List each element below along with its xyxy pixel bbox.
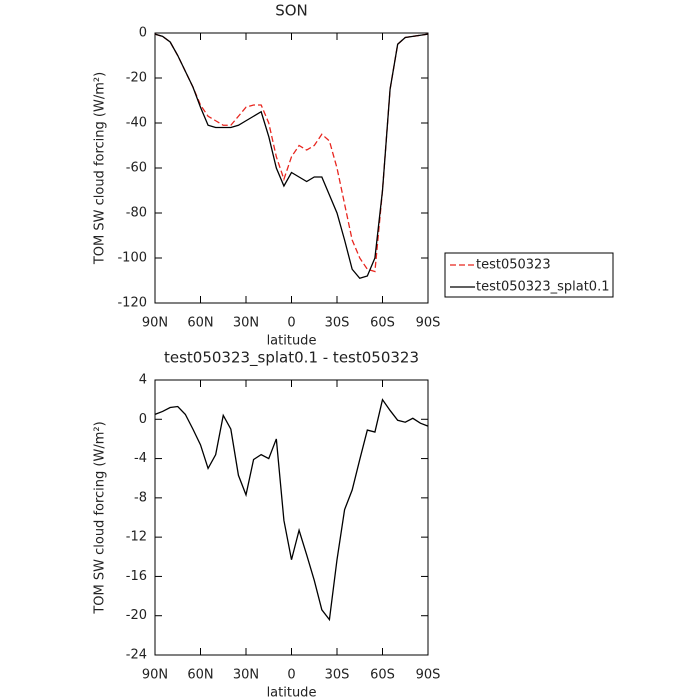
legend-label: test050323_splat0.1 — [476, 280, 609, 295]
x-axis-label: latitude — [267, 686, 317, 700]
data-line — [154, 398, 429, 622]
x-tick-label: 90S — [416, 668, 441, 683]
x-tick-label: 60N — [187, 316, 213, 331]
x-tick-label: 0 — [287, 316, 295, 331]
y-tick-label: -16 — [126, 569, 147, 584]
y-tick-label: -20 — [126, 71, 147, 86]
x-tick-label: 30S — [325, 668, 350, 683]
y-tick-label: -4 — [134, 451, 147, 466]
x-tick-label: 90N — [142, 316, 168, 331]
y-tick-label: 0 — [139, 412, 147, 427]
y-tick-label: -20 — [126, 608, 147, 623]
y-tick-label: -40 — [126, 116, 147, 131]
chart-title: SON — [275, 2, 308, 20]
y-axis-label: TOM SW cloud forcing (W/m²) — [93, 421, 108, 614]
y-tick-label: -24 — [126, 648, 147, 663]
y-tick-label: -8 — [134, 490, 147, 505]
y-tick-label: 0 — [139, 26, 147, 41]
y-tick-label: -120 — [117, 296, 147, 311]
y-tick-label: -100 — [117, 251, 147, 266]
x-tick-label: 60S — [370, 668, 395, 683]
legend-label: test050323 — [476, 258, 551, 273]
x-tick-label: 90N — [142, 668, 168, 683]
y-tick-label: -60 — [126, 161, 147, 176]
x-tick-label: 60S — [370, 316, 395, 331]
y-tick-label: 4 — [139, 373, 147, 388]
legend-box — [444, 252, 614, 298]
plot-frame — [154, 32, 429, 304]
x-tick-label: 30N — [233, 668, 259, 683]
plot-frame — [154, 379, 429, 656]
chart-title: test050323_splat0.1 - test050323 — [164, 349, 419, 368]
x-tick-label: 30N — [233, 316, 259, 331]
x-tick-label: 30S — [325, 316, 350, 331]
x-tick-label: 0 — [287, 668, 295, 683]
x-axis-label: latitude — [267, 334, 317, 349]
y-tick-label: -12 — [126, 530, 147, 545]
data-line — [154, 33, 429, 279]
x-tick-label: 60N — [187, 668, 213, 683]
x-tick-label: 90S — [416, 316, 441, 331]
data-line — [154, 33, 429, 273]
y-tick-label: -80 — [126, 206, 147, 221]
y-axis-label: TOM SW cloud forcing (W/m²) — [93, 72, 108, 265]
